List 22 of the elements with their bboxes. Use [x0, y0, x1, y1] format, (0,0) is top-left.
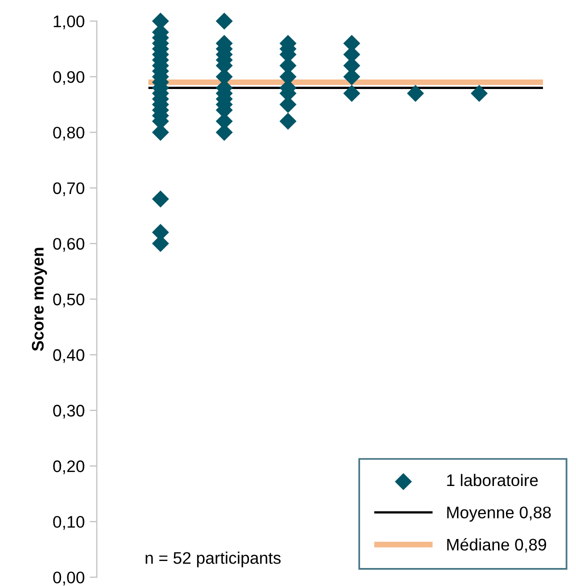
- point: [470, 84, 488, 102]
- y-axis-title: Score moyen: [32, 248, 47, 352]
- annotation: n = 52 participants: [146, 552, 281, 568]
- point: [216, 12, 233, 30]
- y-tick-label: 0,40: [53, 349, 84, 363]
- legend-label: Moyenne 0,88: [447, 506, 551, 522]
- legend-label: Médiane 0,89: [447, 538, 546, 553]
- y-tick-label: 0,20: [53, 460, 84, 474]
- point: [406, 84, 424, 102]
- y-tick-label: 0,80: [53, 126, 84, 140]
- y-tick-label: 0,10: [53, 516, 84, 530]
- legend-label: 1 laboratoire: [447, 474, 538, 486]
- point: [343, 84, 360, 102]
- y-tick-label: 0,70: [53, 182, 84, 196]
- point: [152, 190, 170, 208]
- y-tick-label: 0,60: [53, 238, 84, 252]
- y-tick-label: 0,30: [53, 404, 84, 419]
- y-tick-label: 0,50: [53, 294, 84, 308]
- point: [279, 112, 297, 130]
- y-tick-label: 1,00: [54, 15, 84, 30]
- y-tick-label: 0,00: [53, 572, 84, 586]
- y-tick-label: 0,90: [53, 71, 84, 85]
